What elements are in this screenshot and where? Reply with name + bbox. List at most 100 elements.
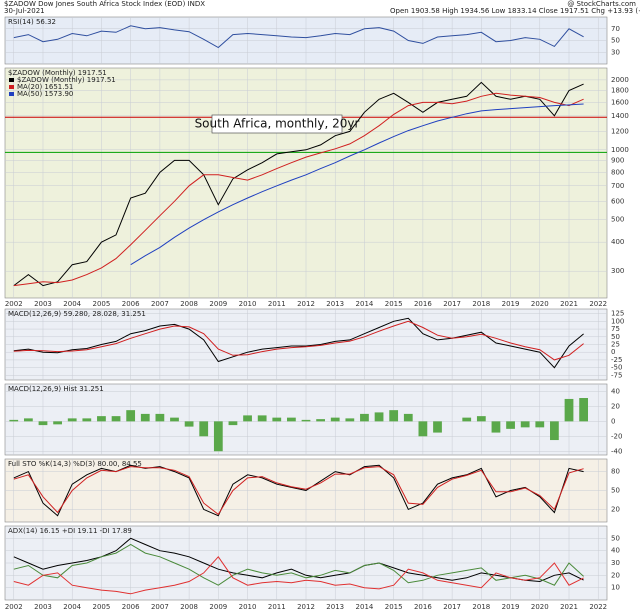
y-tick-label: -25 [611,356,622,364]
x-tick-label: 2015 [385,300,403,308]
x-tick-label: 2004 [63,300,81,308]
y-tick-label: 20 [611,402,620,410]
series-line [13,543,584,586]
histogram-bar [155,413,165,422]
x-tick-label: 2009 [209,300,227,308]
histogram-bar [213,421,223,452]
x-tick-label: 2013 [326,603,344,611]
y-tick-label: 50 [611,487,620,495]
x-tick-label: 2008 [180,300,198,308]
header-title: $ZADOW Dow Jones South Africa Stock Inde… [4,0,205,8]
panel-title: MACD(12,26,9) Hist 31.251 [8,385,104,393]
histogram-bar [403,413,413,422]
panel-title: $ZADOW (Monthly) 1917.51 [8,69,107,77]
histogram-bar [53,421,62,425]
x-tick-label: 2007 [151,603,169,611]
x-tick-label: 2021 [560,603,578,611]
histogram-bar [345,418,355,422]
header-date: 30-Jul-2021 [4,7,45,15]
histogram-bar [287,417,296,422]
x-tick-label: 2017 [443,603,461,611]
x-tick-label: 2021 [560,300,578,308]
histogram-bar [462,417,472,422]
x-tick-label: 2022 [589,603,607,611]
x-tick-label: 2019 [502,603,520,611]
histogram-bar [316,419,325,422]
x-tick-label: 2014 [356,300,374,308]
annotation: South Africa, monthly, 20yr [195,117,360,131]
y-tick-label: 800 [611,168,624,176]
x-tick-label: 2006 [122,300,140,308]
y-tick-label: 0 [611,348,615,356]
x-tick-label: 2015 [385,603,403,611]
histogram-bar [491,421,501,433]
panel-title: RSI(14) 56.32 [8,18,56,26]
y-tick-label: 30 [611,559,620,567]
x-tick-label: 2002 [5,300,23,308]
histogram-bar [579,398,589,422]
y-tick-label: 125 [611,310,624,318]
x-tick-label: 2005 [93,300,111,308]
x-tick-label: 2004 [63,603,81,611]
y-tick-label: 100 [611,317,624,325]
x-tick-label: 2007 [151,300,169,308]
histogram-bar [170,417,179,422]
y-tick-label: 40 [611,547,620,555]
histogram-bar [535,421,545,428]
histogram-bar [23,418,33,422]
series-line [13,92,584,287]
series-line [13,81,584,287]
histogram-bar [82,418,92,422]
annotation-box [211,114,343,134]
header-source: @ StockCharts.com [567,0,636,8]
histogram-bar [550,421,559,441]
histogram-bar [360,413,369,422]
series-line [13,555,584,595]
y-tick-label: 600 [611,197,624,205]
histogram-bar [140,413,150,422]
x-tick-label: 2012 [297,300,315,308]
x-tick-label: 2011 [268,603,286,611]
x-tick-label: 2020 [531,603,549,611]
series-line [13,464,584,517]
histogram-bar [433,421,442,433]
x-tick-label: 2017 [443,300,461,308]
x-tick-label: 2020 [531,300,549,308]
x-tick-label: 2010 [239,603,257,611]
x-tick-label: 2003 [34,603,52,611]
histogram-bar [418,421,428,437]
series-line [13,25,584,49]
legend-swatch [9,85,14,89]
legend-label: MA(20) 1651.51 [17,83,73,91]
histogram-bar [564,398,574,422]
histogram-bar [9,419,19,422]
x-tick-label: 2016 [414,300,432,308]
x-tick-label: 2016 [414,603,432,611]
x-tick-label: 2019 [502,300,520,308]
x-tick-label: 2005 [93,603,111,611]
x-tick-label: 2012 [297,603,315,611]
y-tick-label: 80 [611,468,620,476]
histogram-bar [67,418,77,422]
header-quote: Open 1903.58 High 1934.56 Low 1833.14 Cl… [390,7,640,15]
panel-title: MACD(12,26,9) 59.280, 28.028, 31.251 [8,310,146,318]
y-tick-label: 400 [611,238,624,246]
histogram-bar [374,412,384,422]
x-tick-label: 2003 [34,300,52,308]
x-tick-label: 2018 [472,603,490,611]
y-tick-label: 300 [611,267,624,275]
y-tick-label: 1000 [611,146,629,154]
x-tick-label: 2018 [472,300,490,308]
y-tick-label: 30 [611,48,620,56]
histogram-bar [389,410,399,422]
legend-swatch [9,92,14,96]
y-tick-label: 20 [611,571,620,579]
panel-title: ADX(14) 16.15 +DI 19.11 -DI 17.89 [8,527,132,535]
y-tick-label: 70 [611,25,620,33]
x-tick-label: 2013 [326,300,344,308]
y-tick-label: 50 [611,37,620,45]
histogram-bar [257,415,267,422]
y-tick-label: 1600 [611,98,629,106]
y-tick-label: 50 [611,333,620,341]
x-tick-label: 2002 [5,603,23,611]
